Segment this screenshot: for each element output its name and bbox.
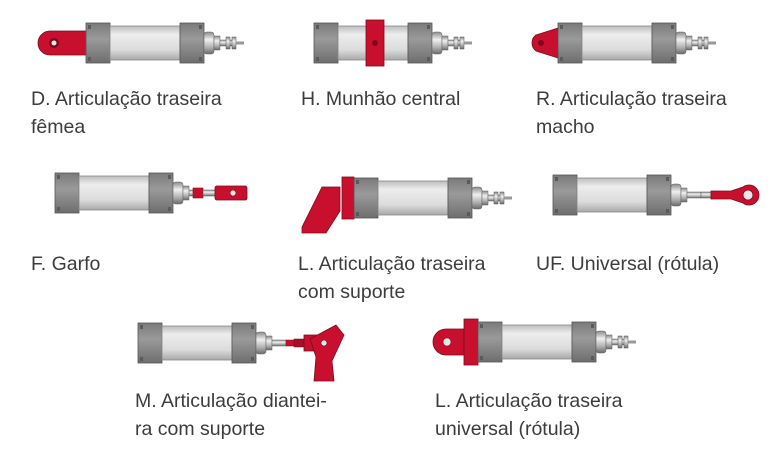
mounting-caption-d: D. Articulação traseira fêmea <box>31 85 222 141</box>
mounting-caption-l-universal: L. Articulação traseira universal (rótul… <box>435 387 623 443</box>
rear-clevis-with-bracket-cylinder-illustration <box>301 176 513 234</box>
mounting-item-r: R. Articulação traseira macho <box>520 0 781 145</box>
rod-clevis-cylinder-illustration <box>54 172 248 214</box>
caption-line-1: UF. Universal (rótula) <box>536 253 720 275</box>
caption-line-2: ra com suporte <box>135 418 266 440</box>
caption-line-2: com suporte <box>298 281 406 303</box>
caption-line-1: H. Munhão central <box>301 88 461 110</box>
mounting-item-d: D. Articulação traseira fêmea <box>0 0 260 145</box>
front-clevis-with-bracket-cylinder-illustration <box>137 322 345 382</box>
mounting-item-f: F. Garfo <box>0 150 260 300</box>
rear-clevis-male-cylinder-illustration <box>531 22 717 64</box>
caption-line-1: L. Articulação traseira <box>298 253 486 275</box>
caption-line-2: fêmea <box>31 116 86 138</box>
mounting-caption-uf: UF. Universal (rótula) <box>536 250 719 278</box>
mounting-caption-l: L. Articulação traseira com suporte <box>298 250 486 306</box>
mounting-item-h: H. Munhão central <box>260 0 520 145</box>
mounting-caption-f: F. Garfo <box>31 250 100 278</box>
caption-line-2: universal (rótula) <box>435 418 581 440</box>
mounting-item-uf: UF. Universal (rótula) <box>520 150 781 300</box>
universal-rod-eye-cylinder-illustration <box>552 174 760 216</box>
caption-line-2: macho <box>536 116 595 138</box>
caption-line-1: F. Garfo <box>31 253 101 275</box>
mounting-caption-r: R. Articulação traseira macho <box>536 85 727 141</box>
centre-trunnion-cylinder-illustration <box>313 19 473 67</box>
rear-universal-rod-eye-cylinder-illustration <box>432 318 637 366</box>
mounting-item-m: M. Articulação diantei- ra com suporte <box>120 305 420 461</box>
caption-line-1: R. Articulação traseira <box>536 88 727 110</box>
caption-line-1: D. Articulação traseira <box>31 88 222 110</box>
mounting-item-l: L. Articulação traseira com suporte <box>260 150 520 303</box>
caption-line-1: M. Articulação diantei- <box>135 390 327 412</box>
mounting-caption-h: H. Munhão central <box>301 85 460 113</box>
mounting-item-l-universal: L. Articulação traseira universal (rótul… <box>420 305 720 461</box>
mounting-caption-m: M. Articulação diantei- ra com suporte <box>135 387 327 443</box>
caption-line-1: L. Articulação traseira <box>435 390 623 412</box>
rear-clevis-female-cylinder-illustration <box>37 22 245 64</box>
